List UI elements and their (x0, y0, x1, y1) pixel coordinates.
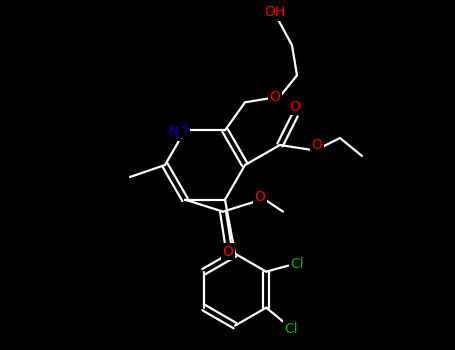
Text: Cl: Cl (290, 257, 304, 271)
Text: H: H (178, 122, 188, 136)
Text: Cl: Cl (284, 322, 298, 336)
Text: O: O (289, 100, 300, 114)
Text: O: O (312, 138, 323, 152)
Text: OH: OH (264, 5, 286, 19)
Text: O: O (254, 190, 265, 204)
Text: N: N (169, 125, 179, 139)
Text: O: O (269, 90, 280, 104)
Text: O: O (222, 245, 233, 259)
